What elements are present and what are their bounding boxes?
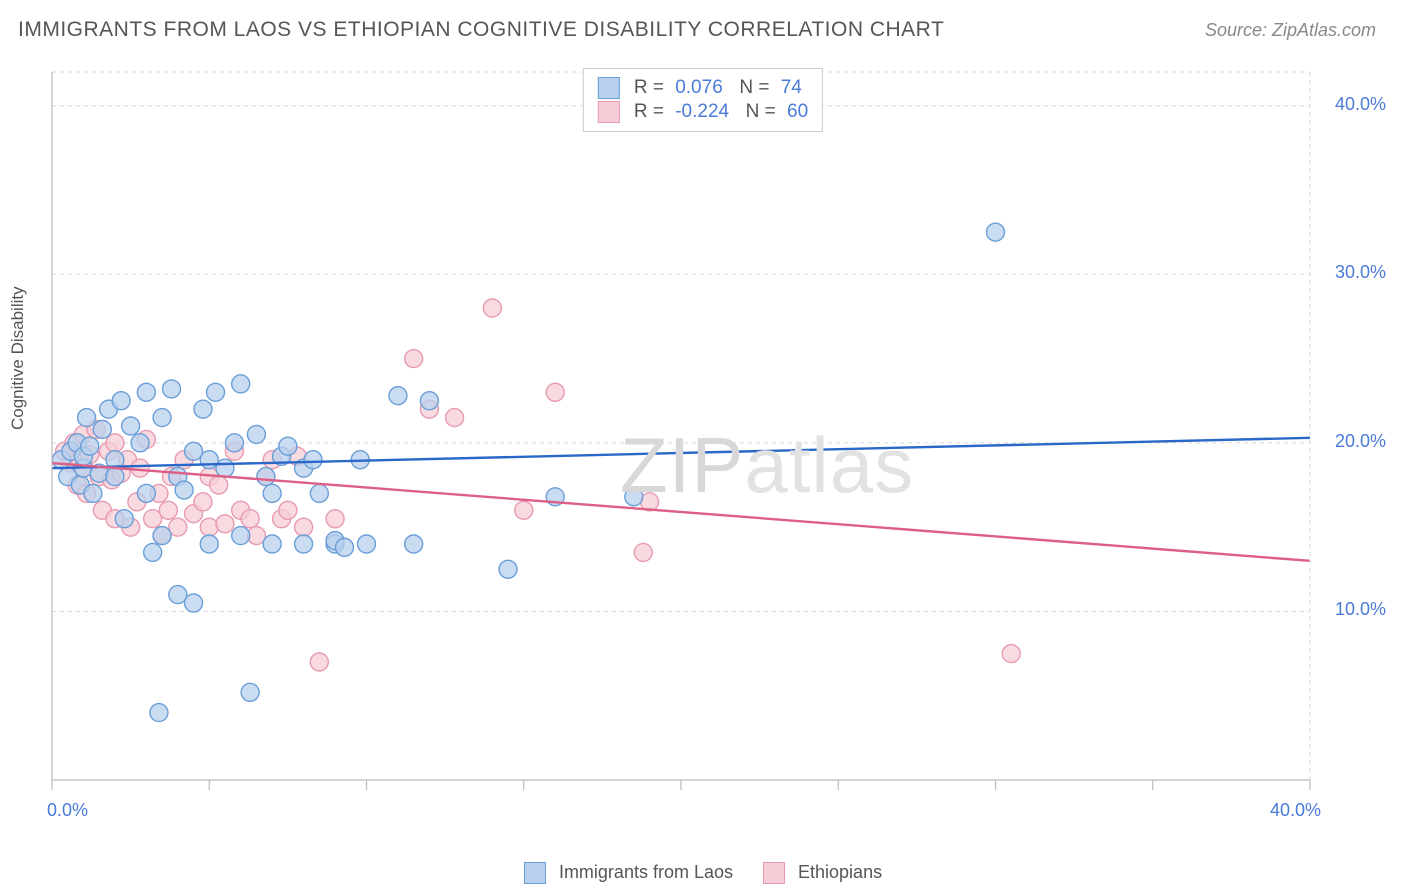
r-value-1: -0.224 [675, 101, 729, 123]
source-label: Source: ZipAtlas.com [1205, 20, 1376, 41]
chart-title: IMMIGRANTS FROM LAOS VS ETHIOPIAN COGNIT… [18, 18, 944, 42]
y-tick-label: 10.0% [1335, 599, 1386, 620]
legend-swatch [598, 101, 620, 123]
legend-item-1: Ethiopians [763, 862, 882, 884]
scatter-chart [50, 60, 1350, 800]
r-value-0: 0.076 [675, 77, 723, 99]
n-value-1: 60 [787, 101, 808, 123]
legend-item-0: Immigrants from Laos [524, 862, 733, 884]
legend-swatch [763, 862, 785, 884]
n-value-0: 74 [781, 77, 802, 99]
y-tick-label: 20.0% [1335, 431, 1386, 452]
correlation-legend: R = 0.076 N = 74 R = -0.224 N = 60 [583, 68, 823, 132]
y-tick-label: 40.0% [1335, 94, 1386, 115]
x-tick-label: 0.0% [47, 800, 88, 821]
header: IMMIGRANTS FROM LAOS VS ETHIOPIAN COGNIT… [0, 0, 1406, 52]
x-tick-label: 40.0% [1270, 800, 1321, 821]
y-axis-label: Cognitive Disability [8, 286, 28, 430]
legend-label-1: Ethiopians [798, 862, 882, 882]
series-legend: Immigrants from Laos Ethiopians [0, 862, 1406, 884]
legend-row-1: R = -0.224 N = 60 [598, 101, 808, 123]
y-tick-label: 30.0% [1335, 262, 1386, 283]
legend-swatch [598, 77, 620, 99]
legend-row-0: R = 0.076 N = 74 [598, 77, 808, 99]
legend-swatch [524, 862, 546, 884]
legend-label-0: Immigrants from Laos [559, 862, 733, 882]
